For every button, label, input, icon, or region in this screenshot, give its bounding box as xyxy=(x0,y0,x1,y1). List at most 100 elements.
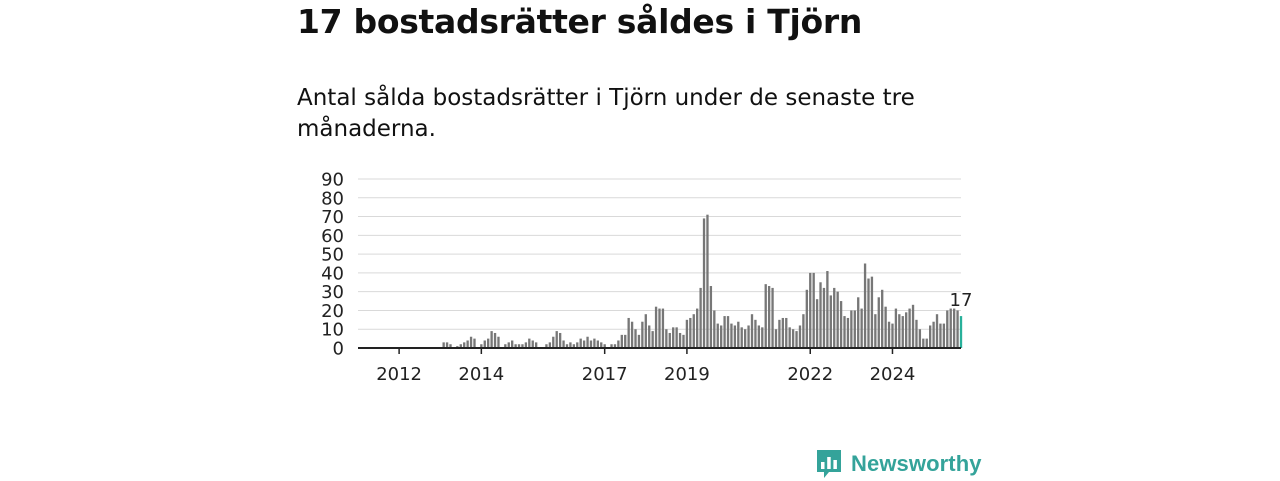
bar xyxy=(668,332,671,348)
bar xyxy=(562,340,565,348)
bar xyxy=(922,338,925,348)
bar xyxy=(812,272,815,348)
x-tick-label: 2024 xyxy=(870,364,916,385)
bar xyxy=(802,314,805,348)
x-tick-label: 2014 xyxy=(458,364,504,385)
bar xyxy=(846,317,850,348)
bar xyxy=(569,342,572,348)
bar xyxy=(860,308,863,348)
bar xyxy=(774,329,778,348)
bar xyxy=(675,327,678,348)
bar xyxy=(819,282,822,348)
y-tick-label: 60 xyxy=(321,226,344,247)
bar xyxy=(754,319,757,348)
bar xyxy=(613,344,617,348)
bar xyxy=(720,325,723,348)
bar xyxy=(829,295,832,348)
bar xyxy=(558,332,562,348)
bar xyxy=(442,342,445,348)
bar xyxy=(905,312,908,348)
bar xyxy=(911,304,915,348)
bar xyxy=(867,278,870,348)
bar xyxy=(737,321,740,348)
chart-subtitle: Antal sålda bostadsrätter i Tjörn under … xyxy=(297,85,915,142)
bar xyxy=(511,340,514,348)
bar xyxy=(747,325,750,348)
bar xyxy=(487,338,490,348)
y-tick-label: 50 xyxy=(321,245,344,266)
bar xyxy=(805,289,808,348)
bar xyxy=(589,340,593,348)
bar xyxy=(723,316,726,348)
bar xyxy=(514,344,517,348)
bar xyxy=(730,323,733,348)
bar xyxy=(935,314,939,348)
bar xyxy=(798,325,802,348)
bar xyxy=(795,331,798,348)
bar xyxy=(565,344,569,348)
y-tick-label: 90 xyxy=(321,170,344,191)
bar xyxy=(696,308,699,348)
bars xyxy=(442,214,963,348)
bar xyxy=(689,317,692,348)
bar xyxy=(699,287,702,348)
latest-value-label: 17 xyxy=(950,290,973,311)
bar xyxy=(617,340,620,348)
bar xyxy=(555,331,558,348)
y-tick-label: 10 xyxy=(321,320,344,341)
bar xyxy=(504,344,507,348)
bar xyxy=(637,334,641,348)
bar xyxy=(593,338,596,348)
bar xyxy=(839,301,843,348)
bar xyxy=(692,314,695,348)
bar xyxy=(493,332,497,348)
y-tick-label: 0 xyxy=(333,339,344,360)
bar xyxy=(480,344,483,348)
page-title: 17 bostadsrätter såldes i Tjörn xyxy=(297,2,863,41)
bar xyxy=(833,287,836,348)
bar xyxy=(915,319,918,348)
bar xyxy=(743,329,747,348)
x-tick-label: 2019 xyxy=(664,364,710,385)
bar xyxy=(627,317,630,348)
bar xyxy=(644,314,647,348)
data-labels: 17 xyxy=(950,290,973,311)
bar xyxy=(582,340,586,348)
bar xyxy=(925,338,928,348)
bar xyxy=(469,336,473,348)
bar xyxy=(459,344,462,348)
bar xyxy=(661,308,665,348)
bar xyxy=(836,291,839,348)
bar xyxy=(682,334,685,348)
bar xyxy=(843,316,846,348)
bar xyxy=(822,287,826,348)
bar xyxy=(641,321,644,348)
bar xyxy=(449,344,452,348)
bar xyxy=(949,308,952,348)
bar xyxy=(548,342,552,348)
bar xyxy=(654,306,658,348)
bar xyxy=(634,329,637,348)
bar xyxy=(815,299,819,348)
bar xyxy=(572,344,576,348)
bar xyxy=(445,342,449,348)
y-tick-label: 30 xyxy=(321,282,344,303)
bar xyxy=(552,336,555,348)
gridlines xyxy=(358,178,961,330)
bar xyxy=(702,218,706,348)
bar xyxy=(678,332,682,348)
y-tick-label: 40 xyxy=(321,263,344,284)
x-axis: 2012 2014 2017 2019 2022 2024 xyxy=(358,347,961,385)
bar xyxy=(685,319,689,348)
newsworthy-logo: Newsworthy xyxy=(815,447,982,481)
bar xyxy=(853,310,856,348)
bar xyxy=(884,306,887,348)
bar xyxy=(507,342,510,348)
bar xyxy=(778,319,781,348)
bar xyxy=(788,327,791,348)
bar xyxy=(531,340,534,348)
bar xyxy=(463,342,466,348)
bar xyxy=(932,321,935,348)
